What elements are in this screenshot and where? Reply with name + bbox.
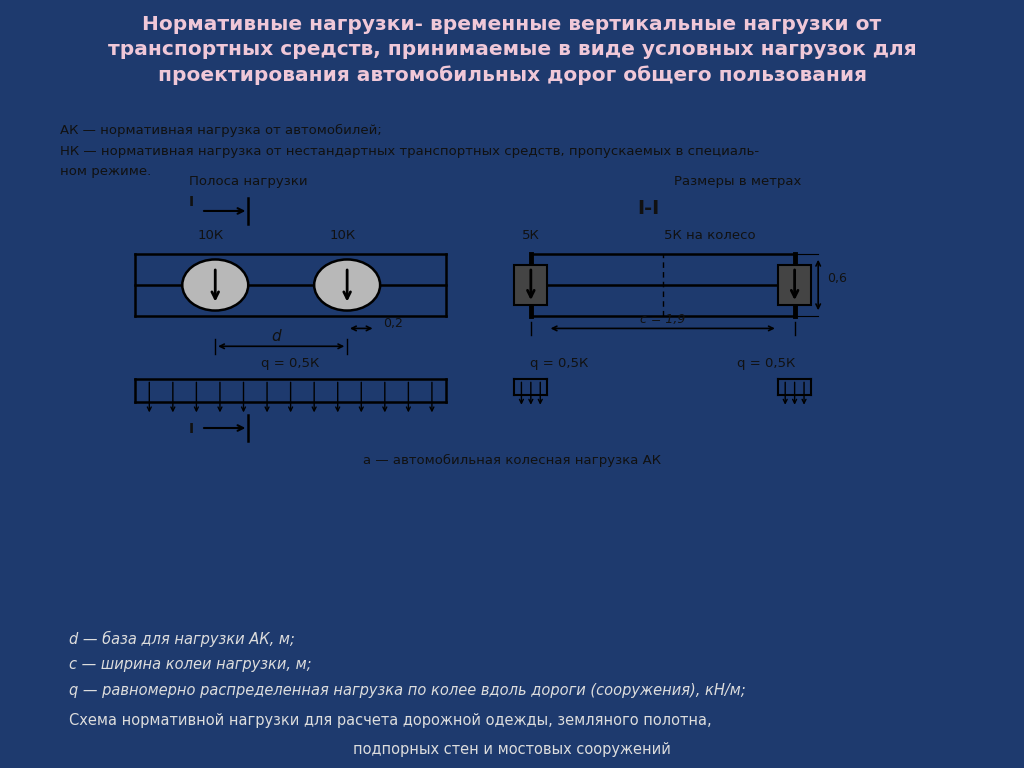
Text: 10К: 10К — [198, 229, 223, 242]
Text: q = 0,5К: q = 0,5К — [261, 356, 319, 369]
Text: I-I: I-I — [638, 198, 659, 217]
Text: а — автомобильная колесная нагрузка АК: а — автомобильная колесная нагрузка АК — [362, 454, 662, 467]
Text: q — равномерно распределенная нагрузка по колее вдоль дороги (сооружения), кН/м;: q — равномерно распределенная нагрузка п… — [70, 684, 745, 698]
Text: I: I — [189, 422, 195, 436]
Text: c — ширина колеи нагрузки, м;: c — ширина колеи нагрузки, м; — [70, 657, 311, 672]
Text: q = 0,5К: q = 0,5К — [530, 356, 588, 369]
Ellipse shape — [182, 260, 248, 310]
Text: ном режиме.: ном режиме. — [59, 165, 152, 178]
Text: Нормативные нагрузки- временные вертикальные нагрузки от
транспортных средств, п: Нормативные нагрузки- временные вертикал… — [108, 15, 916, 85]
Text: АК — нормативная нагрузка от автомобилей;: АК — нормативная нагрузка от автомобилей… — [59, 124, 382, 137]
Text: Размеры в метрах: Размеры в метрах — [675, 175, 802, 188]
Text: 5К: 5К — [522, 229, 540, 242]
Text: подпорных стен и мостовых сооружений: подпорных стен и мостовых сооружений — [353, 742, 671, 756]
Text: I: I — [189, 195, 195, 209]
Text: Полоса нагрузки: Полоса нагрузки — [188, 175, 307, 188]
Ellipse shape — [314, 260, 380, 310]
Text: НК — нормативная нагрузка от нестандартных транспортных средств, пропускаемых в : НК — нормативная нагрузка от нестандартн… — [59, 144, 759, 157]
Text: c = 1,9: c = 1,9 — [640, 313, 685, 326]
Text: 5К на колесо: 5К на колесо — [664, 229, 756, 242]
Text: 0,2: 0,2 — [383, 317, 402, 330]
Text: 10К: 10К — [330, 229, 355, 242]
Bar — [514, 264, 547, 306]
Text: Схема нормативной нагрузки для расчета дорожной одежды, земляного полотна,: Схема нормативной нагрузки для расчета д… — [70, 713, 712, 727]
Bar — [778, 264, 811, 306]
Text: 0,6: 0,6 — [827, 273, 848, 286]
Text: d: d — [271, 329, 282, 344]
Text: d — база для нагрузки АК, м;: d — база для нагрузки АК, м; — [70, 631, 295, 647]
Text: q = 0,5К: q = 0,5К — [737, 356, 796, 369]
